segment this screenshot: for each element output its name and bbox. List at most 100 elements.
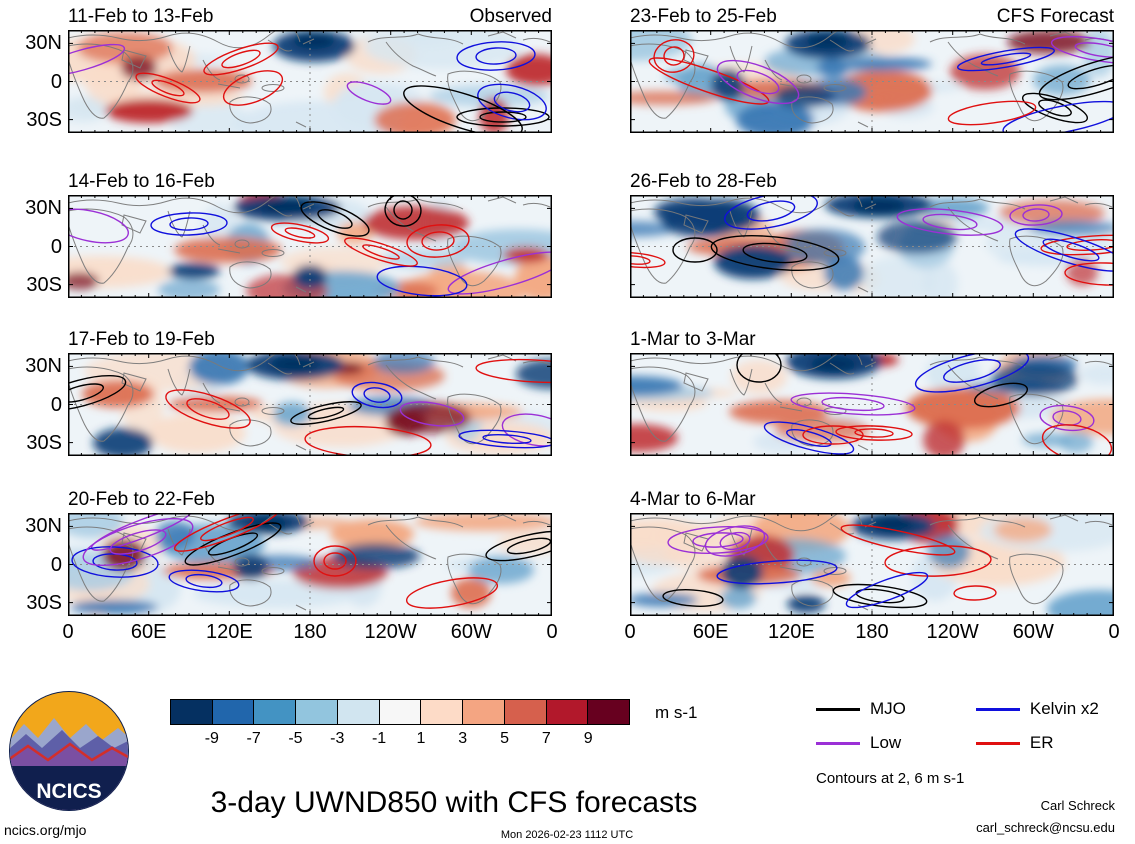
map-panel-8: 4-Mar to 6-Mar (630, 489, 1114, 616)
colorbar-tick-label: 5 (500, 730, 509, 747)
legend-item-kelvin-x2: Kelvin x2 (975, 699, 1099, 719)
x-axis-label: 180 (293, 621, 327, 643)
map-plot (630, 195, 1114, 298)
panel-type-label: CFS Forecast (996, 6, 1114, 27)
panel-title: 20-Feb to 22-Feb (68, 489, 215, 510)
panel-title-row: 26-Feb to 28-Feb (630, 171, 1114, 193)
x-axis-label: 0 (624, 621, 636, 643)
legend-line (975, 741, 1020, 745)
colorbar-tick-label: -1 (371, 730, 387, 747)
map-plot (630, 513, 1114, 616)
panel-title-row: 4-Mar to 6-Mar (630, 489, 1114, 511)
x-axis-label: 0 (1108, 621, 1120, 643)
panel-title-row: 20-Feb to 22-Feb (68, 489, 552, 511)
x-axis-labels: 0 60E 120E 180 120W 60W 0 (624, 621, 1119, 647)
legend-item-mjo: MJO (816, 699, 906, 719)
colorbar (170, 699, 630, 725)
colorbar-cell (379, 700, 422, 724)
figure-title: 3-day UWND850 with CFS forecasts (210, 786, 698, 819)
x-axis-labels: 0 60E 120E 180 120W 60W 0 (62, 621, 557, 647)
y-axis-label: 30S (26, 591, 62, 614)
colorbar-cell (546, 700, 589, 724)
map-plot (68, 195, 552, 298)
map-panel-4: 20-Feb to 22-Feb 30N 0 30S (25, 489, 552, 616)
map-plot (630, 353, 1114, 456)
panel-title: 4-Mar to 6-Mar (630, 489, 756, 510)
panel-title-row: 14-Feb to 16-Feb (68, 171, 552, 193)
x-axis-label: 120W (926, 621, 979, 643)
y-axis-label: 30S (26, 273, 62, 296)
panel-title-row: 23-Feb to 25-Feb CFS Forecast (630, 6, 1114, 28)
colorbar-tick-label: 9 (583, 730, 593, 747)
y-axis-label: 0 (50, 393, 62, 416)
map-plot (630, 30, 1114, 133)
x-axis-label: 120W (364, 621, 417, 643)
timestamp: Mon 2026-02-23 1112 UTC (500, 829, 634, 841)
colorbar-tick-label: 3 (458, 730, 468, 747)
map-panel-5: 23-Feb to 25-Feb CFS Forecast (630, 6, 1114, 133)
contour-note: Contours at 2, 6 m s-1 (816, 770, 965, 787)
y-axis-label: 0 (50, 70, 62, 93)
colorbar-cell (254, 700, 297, 724)
legend-label: Low (870, 733, 902, 752)
x-axis-label: 60W (450, 621, 492, 643)
panel-title-row: 1-Mar to 3-Mar (630, 329, 1114, 351)
map-panel-6: 26-Feb to 28-Feb (630, 171, 1114, 298)
x-axis-label: 0 (546, 621, 558, 643)
colorbar-cell (504, 700, 547, 724)
colorbar-cell (171, 700, 213, 724)
contour-legend: MJO Low Kelvin x2 ER (816, 699, 1099, 753)
author-name: Carl Schreck (1040, 798, 1115, 813)
x-axis-label: 0 (62, 621, 74, 643)
colorbar-cell (421, 700, 464, 724)
colorbar-cell (463, 700, 505, 724)
colorbar-tick-label: -5 (288, 730, 303, 747)
colorbar-labels: -9 -7 -5 -3 -1 1 3 5 7 9 (170, 730, 630, 750)
map-plot (68, 30, 552, 133)
map-panel-1: 11-Feb to 13-Feb Observed 30N 0 30S (25, 6, 552, 133)
y-axis-label: 30N (25, 32, 62, 55)
site-text: ncics.org/mjo (4, 822, 87, 838)
legend-label: Kelvin x2 (1029, 699, 1099, 718)
x-axis-label: 120E (205, 621, 253, 643)
panel-title: 1-Mar to 3-Mar (630, 329, 756, 350)
y-axis-label: 30N (25, 197, 62, 220)
panel-title: 23-Feb to 25-Feb (630, 6, 777, 27)
map-plot (68, 513, 552, 616)
x-axis-label: 60E (130, 621, 167, 643)
colorbar-tick-label: 1 (416, 730, 426, 747)
logo-text: NCICS (36, 780, 101, 803)
y-axis-label: 30N (25, 515, 62, 538)
panel-title: 17-Feb to 19-Feb (68, 329, 215, 350)
x-axis-label: 180 (855, 621, 889, 643)
colorbar-cell (296, 700, 338, 724)
y-axis-label: 30S (26, 108, 62, 131)
x-axis-label: 60W (1012, 621, 1054, 643)
legend-line (816, 741, 860, 745)
colorbar-tick-label: 7 (541, 730, 551, 747)
map-panel-3: 17-Feb to 19-Feb 30N 0 30S (25, 329, 552, 456)
colorbar-tick-label: -9 (204, 730, 219, 747)
logo-red-line (10, 742, 128, 762)
legend-line (816, 707, 860, 711)
panel-type-label: Observed (469, 6, 552, 27)
panel-title-row: 17-Feb to 19-Feb (68, 329, 552, 351)
panel-title: 26-Feb to 28-Feb (630, 171, 777, 192)
y-axis-label: 30N (25, 355, 62, 378)
legend-item-er: ER (975, 733, 1099, 753)
legend-label: MJO (870, 699, 906, 718)
legend-item-low: Low (816, 733, 906, 753)
colorbar-cell (212, 700, 255, 724)
colorbar-tick-label: -7 (246, 730, 261, 747)
colorbar-cell (337, 700, 380, 724)
legend-line (975, 707, 1020, 711)
x-axis-label: 60E (692, 621, 729, 643)
panel-title-row: 11-Feb to 13-Feb Observed (68, 6, 552, 28)
map-panel-2: 14-Feb to 16-Feb 30N 0 30S (25, 171, 552, 298)
map-panel-7: 1-Mar to 3-Mar (630, 329, 1114, 456)
y-axis-label: 0 (50, 235, 62, 258)
y-axis-label: 30S (26, 431, 62, 454)
colorbar-tick-label: -3 (330, 730, 345, 747)
legend-label: ER (1029, 733, 1054, 752)
